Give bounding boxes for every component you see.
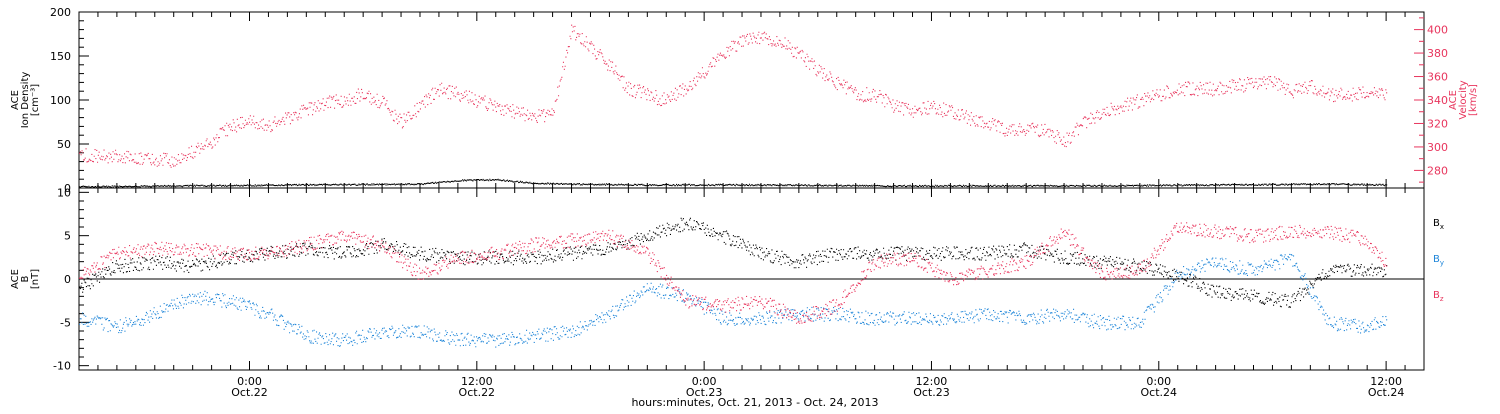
legend-bx: Bx	[1433, 218, 1444, 231]
y-axis-label-left-line: ACE	[10, 90, 21, 110]
y-tick-label-right: 360	[1427, 71, 1448, 84]
y-axis-label-right-line: Velocity	[1458, 80, 1469, 119]
y-tick-label-left: 50	[57, 138, 71, 151]
x-tick-label-time: 0:00	[692, 375, 717, 388]
legend-bz: Bz	[1433, 290, 1444, 303]
y-axis-label-right: ACE Velocity [km/s]	[1448, 80, 1479, 119]
x-tick-label-time: 0:00	[1146, 375, 1171, 388]
x-tick-label-time: 12:00	[1370, 375, 1402, 388]
x-axis-caption: hours:minutes, Oct. 21, 2013 - Oct. 24, …	[631, 396, 878, 409]
x-tick-label-date: Oct.22	[459, 386, 496, 399]
y-tick-label-right: 400	[1427, 24, 1448, 37]
series-velocity	[79, 24, 1388, 168]
y-axis-label-right-line: [km/s]	[1468, 84, 1479, 116]
y-tick-label-right: 280	[1427, 164, 1448, 177]
y-tick-label-left: 0	[64, 273, 71, 286]
series-density	[79, 178, 1388, 188]
y-axis-label-left: ACE Ion Density [cm⁻³]	[10, 72, 41, 129]
legend-subscript: z	[1440, 295, 1444, 303]
y-tick-label-right: 300	[1427, 141, 1448, 154]
x-tick-label-time: 12:00	[916, 375, 948, 388]
y-axis-label-left-line: Ion Density	[20, 72, 31, 129]
series-bx	[79, 217, 1388, 308]
y-tick-label-right: 320	[1427, 117, 1448, 130]
x-tick-label-time: 12:00	[461, 375, 493, 388]
y-tick-label-left: 10	[57, 186, 71, 199]
y-tick-label-left: 200	[50, 6, 71, 19]
x-tick-label-date: Oct.24	[1141, 386, 1178, 399]
y-tick-label-left: 150	[50, 50, 71, 63]
y-axis-label-left: ACE B [nT]	[10, 269, 41, 289]
x-axis: 0:00Oct.2212:00Oct.220:00Oct.2312:00Oct.…	[78, 12, 1425, 399]
y-tick-label-left: 0	[64, 182, 71, 195]
y-axis-label-right-line: ACE	[1448, 90, 1459, 110]
top-panel-frame	[78, 11, 1425, 189]
x-tick-label-date: Oct.24	[1368, 386, 1405, 399]
y-tick-label-left: 100	[50, 94, 71, 107]
y-tick-label-right: 340	[1427, 94, 1448, 107]
y-tick-label-left: -5	[60, 316, 71, 329]
y-axis-label-left-line: B	[20, 275, 31, 282]
legend-subscript: y	[1440, 259, 1444, 267]
legend-by: By	[1433, 254, 1444, 267]
x-tick-label-date: Oct.23	[913, 386, 950, 399]
x-tick-label-time: 0:00	[237, 375, 262, 388]
y-axis-label-left-line: [cm⁻³]	[30, 84, 41, 116]
y-axis-label-left-line: [nT]	[30, 269, 41, 289]
y-tick-label-left: -10	[53, 360, 71, 373]
x-tick-label-date: Oct.23	[686, 386, 723, 399]
y-tick-label-right: 380	[1427, 47, 1448, 60]
y-tick-label-left: 5	[64, 230, 71, 243]
legend-subscript: x	[1440, 223, 1444, 231]
series-bz	[79, 222, 1388, 324]
y-axis-label-left-line: ACE	[10, 269, 21, 289]
x-tick-label-date: Oct.22	[231, 386, 268, 399]
